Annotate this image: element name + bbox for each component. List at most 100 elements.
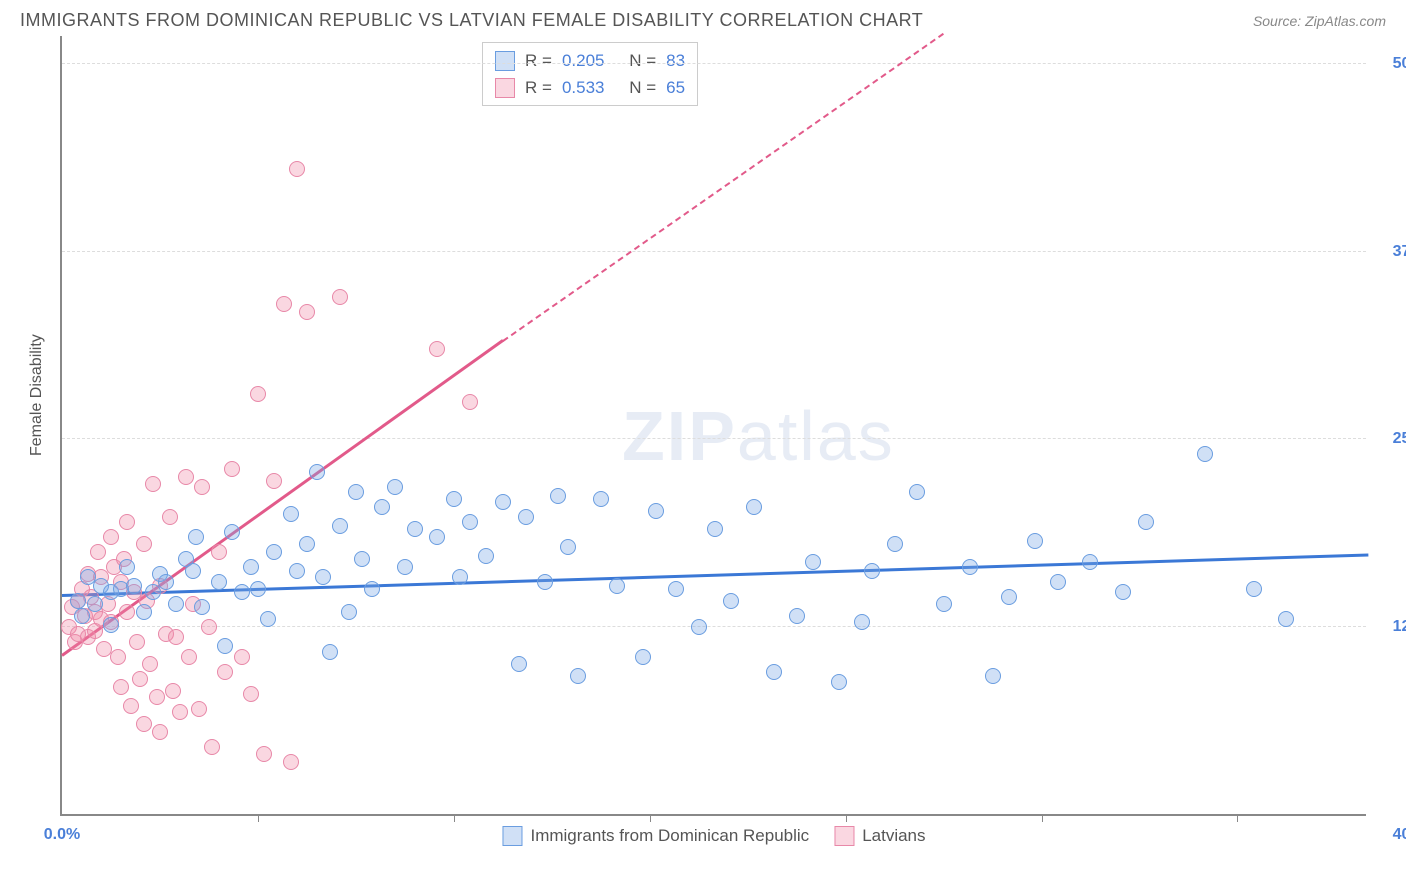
data-point xyxy=(962,559,978,575)
data-point xyxy=(70,593,86,609)
data-point xyxy=(446,491,462,507)
r-value-dominican: 0.205 xyxy=(562,47,605,74)
data-point xyxy=(354,551,370,567)
data-point xyxy=(289,161,305,177)
data-point xyxy=(224,461,240,477)
scatter-plot-area: ZIPatlas R = 0.205 N = 83 R = 0.533 N = … xyxy=(60,36,1366,816)
n-label: N = xyxy=(629,74,656,101)
data-point xyxy=(429,341,445,357)
data-point xyxy=(560,539,576,555)
data-point xyxy=(74,608,90,624)
n-label: N = xyxy=(629,47,656,74)
data-point xyxy=(217,638,233,654)
data-point xyxy=(1050,574,1066,590)
data-point xyxy=(283,754,299,770)
data-point xyxy=(746,499,762,515)
data-point xyxy=(266,473,282,489)
chart-header: IMMIGRANTS FROM DOMINICAN REPUBLIC VS LA… xyxy=(0,0,1406,36)
legend-label-latvians: Latvians xyxy=(862,826,925,846)
data-point xyxy=(1001,589,1017,605)
source-name: ZipAtlas.com xyxy=(1305,13,1386,29)
data-point xyxy=(181,649,197,665)
data-point xyxy=(1278,611,1294,627)
data-point xyxy=(322,644,338,660)
data-point xyxy=(178,469,194,485)
data-point xyxy=(511,656,527,672)
data-point xyxy=(1027,533,1043,549)
data-point xyxy=(168,629,184,645)
data-point xyxy=(478,548,494,564)
data-point xyxy=(136,536,152,552)
data-point xyxy=(1115,584,1131,600)
legend-item-latvians: Latvians xyxy=(834,826,925,846)
data-point xyxy=(250,581,266,597)
data-point xyxy=(831,674,847,690)
swatch-latvians xyxy=(834,826,854,846)
data-point xyxy=(570,668,586,684)
data-point xyxy=(194,479,210,495)
data-point xyxy=(172,704,188,720)
data-point xyxy=(407,521,423,537)
watermark: ZIPatlas xyxy=(622,396,895,476)
data-point xyxy=(201,619,217,635)
data-point xyxy=(165,683,181,699)
legend-label-dominican: Immigrants from Dominican Republic xyxy=(530,826,809,846)
grid-line xyxy=(62,438,1366,439)
data-point xyxy=(332,518,348,534)
data-point xyxy=(854,614,870,630)
data-point xyxy=(341,604,357,620)
data-point xyxy=(609,578,625,594)
data-point xyxy=(234,649,250,665)
data-point xyxy=(299,304,315,320)
data-point xyxy=(256,746,272,762)
data-point xyxy=(158,574,174,590)
data-point xyxy=(149,689,165,705)
data-point xyxy=(887,536,903,552)
x-tick xyxy=(1237,814,1238,822)
y-tick-label: 12.5% xyxy=(1393,618,1406,636)
data-point xyxy=(90,544,106,560)
data-point xyxy=(518,509,534,525)
data-point xyxy=(648,503,664,519)
data-point xyxy=(332,289,348,305)
data-point xyxy=(103,529,119,545)
legend-row-dominican: R = 0.205 N = 83 xyxy=(495,47,685,74)
data-point xyxy=(103,617,119,633)
data-point xyxy=(145,476,161,492)
data-point xyxy=(668,581,684,597)
data-point xyxy=(162,509,178,525)
data-point xyxy=(234,584,250,600)
swatch-dominican xyxy=(502,826,522,846)
data-point xyxy=(462,394,478,410)
data-point xyxy=(1197,446,1213,462)
data-point xyxy=(145,584,161,600)
n-value-latvians: 65 xyxy=(666,74,685,101)
data-point xyxy=(217,664,233,680)
data-point xyxy=(224,524,240,540)
data-point xyxy=(429,529,445,545)
data-point xyxy=(136,716,152,732)
data-point xyxy=(188,529,204,545)
data-point xyxy=(168,596,184,612)
x-tick xyxy=(454,814,455,822)
data-point xyxy=(723,593,739,609)
data-point xyxy=(550,488,566,504)
data-point xyxy=(136,604,152,620)
watermark-thin: atlas xyxy=(737,397,895,475)
data-point xyxy=(123,698,139,714)
data-point xyxy=(119,559,135,575)
x-tick xyxy=(650,814,651,822)
y-tick-label: 37.5% xyxy=(1393,243,1406,261)
x-tick xyxy=(846,814,847,822)
data-point xyxy=(87,596,103,612)
grid-line xyxy=(62,63,1366,64)
data-point xyxy=(593,491,609,507)
correlation-legend: R = 0.205 N = 83 R = 0.533 N = 65 xyxy=(482,42,698,106)
data-point xyxy=(194,599,210,615)
x-tick-label: 40.0% xyxy=(1393,826,1406,844)
data-point xyxy=(789,608,805,624)
source-prefix: Source: xyxy=(1253,13,1305,29)
data-point xyxy=(299,536,315,552)
data-point xyxy=(113,679,129,695)
x-tick xyxy=(258,814,259,822)
